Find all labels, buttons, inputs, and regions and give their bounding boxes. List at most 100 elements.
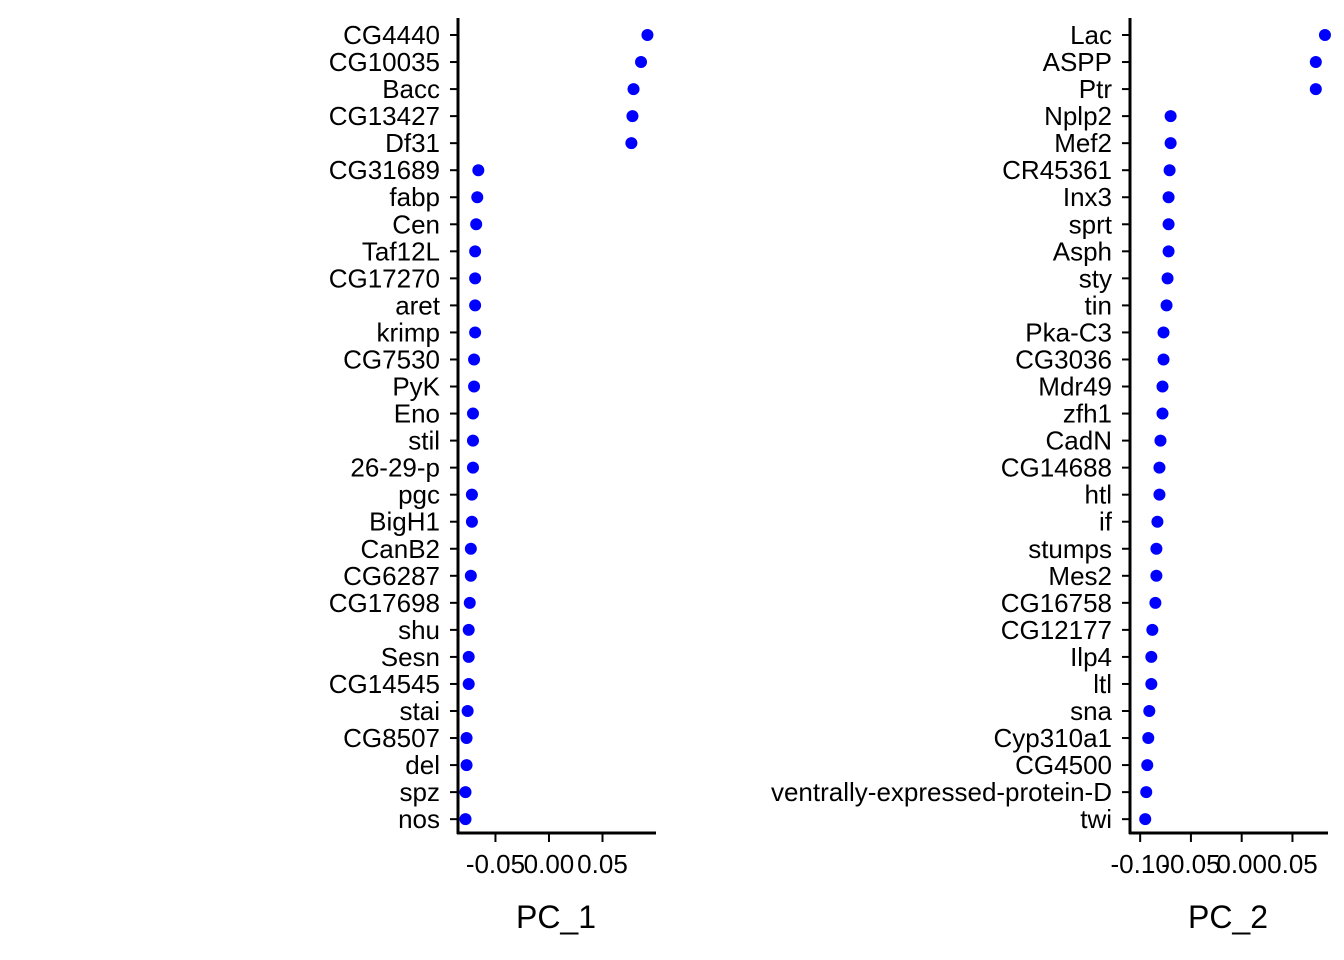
data-point — [626, 110, 639, 123]
y-tick-label: sty — [1079, 263, 1112, 293]
data-point — [469, 245, 482, 258]
y-tick-label: CG4440 — [343, 20, 440, 50]
data-point — [466, 434, 479, 447]
data-point — [1156, 380, 1169, 393]
y-tick-label: ventrally-expressed-protein-D — [771, 777, 1112, 807]
data-point — [462, 677, 475, 690]
x-tick-label: 0.05 — [1267, 849, 1318, 879]
y-tick-label: stai — [400, 696, 440, 726]
y-tick-label: shu — [398, 615, 440, 645]
y-tick-label: Cyp310a1 — [993, 723, 1112, 753]
data-point — [1153, 461, 1166, 474]
y-tick-label: CG8507 — [343, 723, 440, 753]
x-tick-label: 0.05 — [577, 849, 628, 879]
y-tick-label: Ptr — [1079, 74, 1113, 104]
x-tick-label: -0.05 — [1161, 849, 1220, 879]
y-tick-label: CanB2 — [361, 534, 441, 564]
y-tick-label: sprt — [1069, 209, 1113, 239]
data-point — [1162, 191, 1175, 204]
y-tick-label: Df31 — [385, 128, 440, 158]
data-point — [1164, 137, 1177, 150]
data-point — [1164, 110, 1177, 123]
data-point — [1161, 272, 1174, 285]
x-tick-label: 0.00 — [1216, 849, 1267, 879]
y-tick-label: stil — [408, 426, 440, 456]
data-point — [1141, 759, 1154, 772]
y-tick-label: CG17270 — [329, 263, 440, 293]
x-axis-title: PC_1 — [516, 899, 596, 935]
data-point — [1149, 596, 1162, 609]
y-tick-label: stumps — [1028, 534, 1112, 564]
data-point — [1150, 569, 1163, 582]
data-point — [468, 353, 481, 366]
data-point — [460, 759, 473, 772]
y-tick-label: sna — [1070, 696, 1112, 726]
data-point — [460, 732, 473, 745]
y-tick-label: Mef2 — [1054, 128, 1112, 158]
data-point — [641, 29, 654, 41]
data-point — [472, 164, 485, 177]
y-tick-label: CG31689 — [329, 155, 440, 185]
data-point — [635, 56, 648, 69]
y-tick-label: Taf12L — [362, 236, 440, 266]
y-tick-label: BigH1 — [369, 507, 440, 537]
data-point — [466, 407, 479, 420]
data-point — [471, 191, 484, 204]
y-tick-label: CG10035 — [329, 47, 440, 77]
data-point — [1157, 353, 1170, 366]
y-tick-label: CR45361 — [1002, 155, 1112, 185]
y-tick-label: ltl — [1093, 669, 1112, 699]
data-point — [470, 218, 483, 231]
y-tick-label: Pka-C3 — [1025, 317, 1112, 347]
y-tick-label: spz — [400, 777, 440, 807]
data-point — [463, 596, 476, 609]
y-tick-label: Mdr49 — [1038, 372, 1112, 402]
data-point — [465, 488, 478, 501]
panel-pc1: CG4440CG10035BaccCG13427Df31CG31689fabpC… — [329, 18, 656, 935]
data-point — [1309, 83, 1322, 96]
data-point — [1146, 623, 1159, 636]
y-tick-label: aret — [395, 290, 441, 320]
data-point — [1140, 786, 1153, 799]
data-point — [627, 83, 640, 96]
data-point — [1318, 29, 1331, 41]
x-tick-label: -0.10 — [1111, 849, 1170, 879]
y-tick-label: CG4500 — [1015, 750, 1112, 780]
x-tick-label: -0.05 — [466, 849, 525, 879]
data-point — [1139, 813, 1152, 826]
y-tick-label: CG14545 — [329, 669, 440, 699]
y-tick-label: zfh1 — [1063, 399, 1112, 429]
y-tick-label: CG6287 — [343, 561, 440, 591]
y-tick-label: PyK — [392, 372, 440, 402]
y-tick-label: htl — [1085, 480, 1112, 510]
y-tick-label: ASPP — [1043, 47, 1112, 77]
data-point — [1162, 245, 1175, 258]
data-point — [1150, 542, 1163, 555]
data-point — [1142, 732, 1155, 745]
data-point — [469, 272, 482, 285]
data-point — [1162, 218, 1175, 231]
y-tick-label: tin — [1085, 290, 1112, 320]
data-point — [465, 515, 478, 528]
y-tick-label: twi — [1080, 804, 1112, 834]
y-tick-label: CG12177 — [1001, 615, 1112, 645]
y-tick-label: Ilp4 — [1070, 642, 1112, 672]
data-point — [459, 813, 472, 826]
data-point — [1151, 515, 1164, 528]
data-point — [459, 786, 472, 799]
y-tick-label: Nplp2 — [1044, 101, 1112, 131]
y-tick-label: Cen — [392, 209, 440, 239]
y-tick-label: Inx3 — [1063, 182, 1112, 212]
data-point — [1309, 56, 1322, 69]
y-tick-label: CG3036 — [1015, 344, 1112, 374]
data-point — [1156, 407, 1169, 420]
data-point — [1153, 488, 1166, 501]
y-tick-label: CG17698 — [329, 588, 440, 618]
data-point — [462, 623, 475, 636]
panel-pc2: LacASPPPtrNplp2Mef2CR45361Inx3sprtAsphst… — [771, 18, 1331, 935]
y-tick-label: Sesn — [381, 642, 440, 672]
data-point — [625, 137, 638, 150]
data-point — [464, 569, 477, 582]
data-point — [1145, 650, 1158, 663]
